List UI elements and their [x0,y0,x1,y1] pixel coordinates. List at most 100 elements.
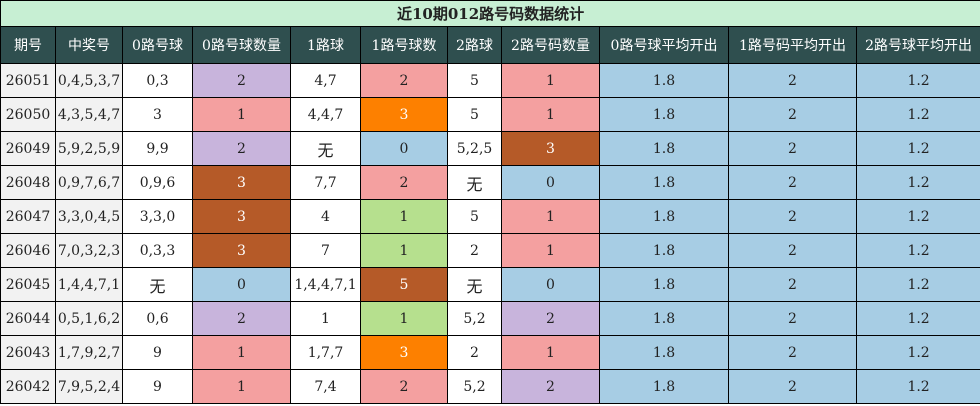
cell-route0-avg: 1.8 [599,233,729,268]
cell-route2-avg: 1.2 [855,301,980,336]
cell-route0-avg: 1.8 [599,369,729,404]
table-row: 26047 3,3,0,4,5 3,3,0 3 4 1 5 1 1.8 2 1.2 [0,199,980,234]
cell-period: 26047 [0,199,56,234]
table-title: 近10期012路号码数据统计 [0,0,980,27]
cell-route2-count: 1 [501,97,600,132]
cell-route2-avg: 1.2 [855,63,980,98]
cell-route1-balls: 1,4,4,7,1 [290,267,361,302]
cell-route2-count: 1 [501,63,600,98]
cell-route1-count: 1 [360,233,448,268]
cell-route1-avg: 2 [728,301,857,336]
header-route2-balls: 2路球 [447,26,502,64]
table-row: 26051 0,4,5,3,7 0,3 2 4,7 2 5 1 1.8 2 1.2 [0,63,980,98]
cell-numbers: 1,7,9,2,7 [55,335,123,370]
cell-route0-balls: 3 [122,97,193,132]
cell-numbers: 1,4,4,7,1 [55,267,123,302]
cell-route1-balls: 4,7 [290,63,361,98]
cell-route0-balls: 3,3,0 [122,199,193,234]
cell-route1-avg: 2 [728,233,857,268]
cell-route2-avg: 1.2 [855,369,980,404]
cell-route1-count: 0 [360,131,448,166]
cell-route2-count: 1 [501,335,600,370]
cell-route0-count: 2 [192,63,291,98]
cell-route2-count: 1 [501,199,600,234]
table-row: 26044 0,5,1,6,2 0,6 2 1 1 5,2 2 1.8 2 1.2 [0,301,980,336]
cell-route1-avg: 2 [728,63,857,98]
cell-route1-avg: 2 [728,199,857,234]
cell-period: 26051 [0,63,56,98]
cell-route0-count: 1 [192,97,291,132]
header-numbers: 中奖号 [55,26,123,64]
cell-route1-balls: 7,4 [290,369,361,404]
cell-route0-avg: 1.8 [599,267,729,302]
cell-numbers: 4,3,5,4,7 [55,97,123,132]
cell-period: 26044 [0,301,56,336]
cell-route2-count: 0 [501,165,600,200]
header-route1-avg: 1路号码平均开出 [728,26,857,64]
cell-period: 26050 [0,97,56,132]
cell-route1-avg: 2 [728,165,857,200]
cell-numbers: 7,9,5,2,4 [55,369,123,404]
cell-route2-avg: 1.2 [855,267,980,302]
cell-route0-balls: 9,9 [122,131,193,166]
cell-route0-balls: 9 [122,335,193,370]
cell-route0-balls: 0,6 [122,301,193,336]
header-route2-avg: 2路号球平均开出 [855,26,980,64]
header-route0-avg: 0路号球平均开出 [599,26,729,64]
cell-route0-balls: 0,9,6 [122,165,193,200]
cell-route2-avg: 1.2 [855,233,980,268]
cell-route2-count: 3 [501,131,600,166]
header-row: 期号 中奖号 0路号球 0路号球数量 1路球 1路号球数 2路球 2路号码数量 … [0,26,980,64]
cell-numbers: 0,5,1,6,2 [55,301,123,336]
cell-route0-balls: 0,3 [122,63,193,98]
cell-route0-avg: 1.8 [599,131,729,166]
cell-numbers: 0,4,5,3,7 [55,63,123,98]
cell-route2-avg: 1.2 [855,165,980,200]
cell-route2-balls: 无 [447,267,502,302]
cell-route1-count: 3 [360,335,448,370]
cell-route2-balls: 5 [447,63,502,98]
cell-route1-balls: 1 [290,301,361,336]
cell-route1-count: 1 [360,199,448,234]
cell-route1-count: 5 [360,267,448,302]
cell-numbers: 5,9,2,5,9 [55,131,123,166]
cell-route0-avg: 1.8 [599,335,729,370]
cell-route1-count: 3 [360,97,448,132]
cell-route0-count: 3 [192,165,291,200]
table-row: 26048 0,9,7,6,7 0,9,6 3 7,7 2 无 0 1.8 2 1.2 [0,165,980,200]
cell-route0-balls: 0,3,3 [122,233,193,268]
cell-route2-balls: 5,2,5 [447,131,502,166]
cell-route0-count: 2 [192,131,291,166]
cell-route2-count: 1 [501,233,600,268]
cell-route1-balls: 7,7 [290,165,361,200]
cell-route1-count: 2 [360,369,448,404]
cell-period: 26045 [0,267,56,302]
cell-route1-avg: 2 [728,369,857,404]
cell-route0-avg: 1.8 [599,97,729,132]
cell-period: 26043 [0,335,56,370]
cell-route2-balls: 5 [447,97,502,132]
cell-route0-balls: 9 [122,369,193,404]
cell-route2-avg: 1.2 [855,131,980,166]
header-route0-balls: 0路号球 [122,26,193,64]
cell-route0-count: 3 [192,199,291,234]
cell-numbers: 3,3,0,4,5 [55,199,123,234]
table-row: 26045 1,4,4,7,1 无 0 1,4,4,7,1 5 无 0 1.8 2 1.2 [0,267,980,302]
cell-route2-count: 2 [501,369,600,404]
cell-route1-avg: 2 [728,131,857,166]
cell-route1-avg: 2 [728,267,857,302]
cell-period: 26042 [0,369,56,404]
cell-route2-balls: 2 [447,233,502,268]
cell-route0-count: 1 [192,369,291,404]
cell-route2-count: 2 [501,301,600,336]
cell-route1-balls: 7 [290,233,361,268]
cell-route0-count: 1 [192,335,291,370]
cell-period: 26049 [0,131,56,166]
cell-numbers: 0,9,7,6,7 [55,165,123,200]
cell-route2-balls: 5,2 [447,369,502,404]
table-row: 26046 7,0,3,2,3 0,3,3 3 7 1 2 1 1.8 2 1.2 [0,233,980,268]
cell-route2-balls: 5,2 [447,301,502,336]
cell-route1-balls: 1,7,7 [290,335,361,370]
header-route1-balls: 1路球 [290,26,361,64]
